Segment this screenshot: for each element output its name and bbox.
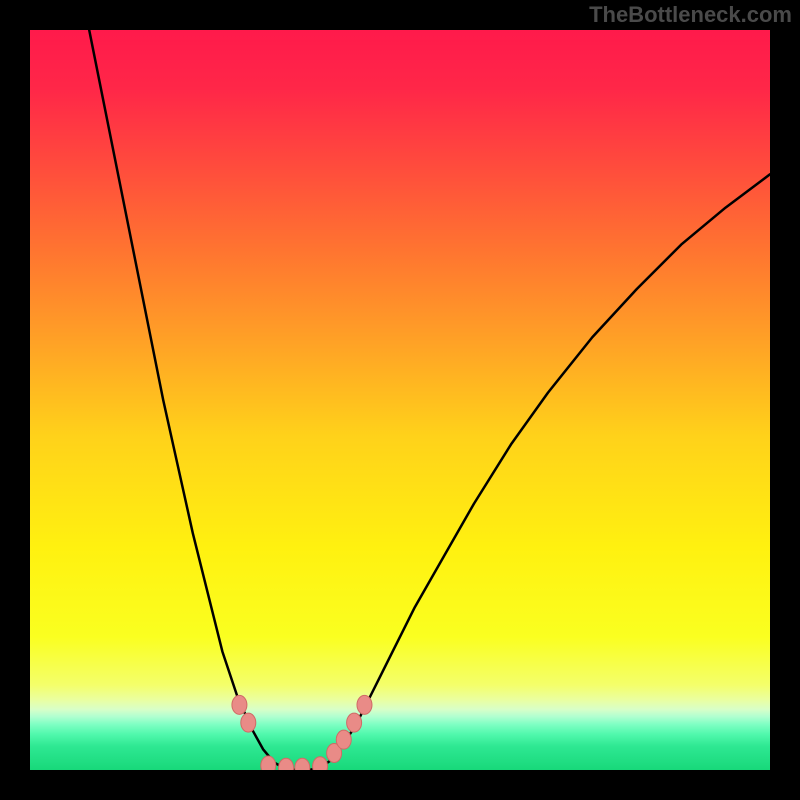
marker-point [241,713,256,732]
watermark-text: TheBottleneck.com [589,2,792,28]
marker-point [232,695,247,714]
marker-point [336,730,351,749]
chart-container: TheBottleneck.com [0,0,800,800]
marker-point [357,695,372,714]
marker-point [347,713,362,732]
plot-background-gradient [30,30,770,770]
bottleneck-curve-chart [0,0,800,800]
